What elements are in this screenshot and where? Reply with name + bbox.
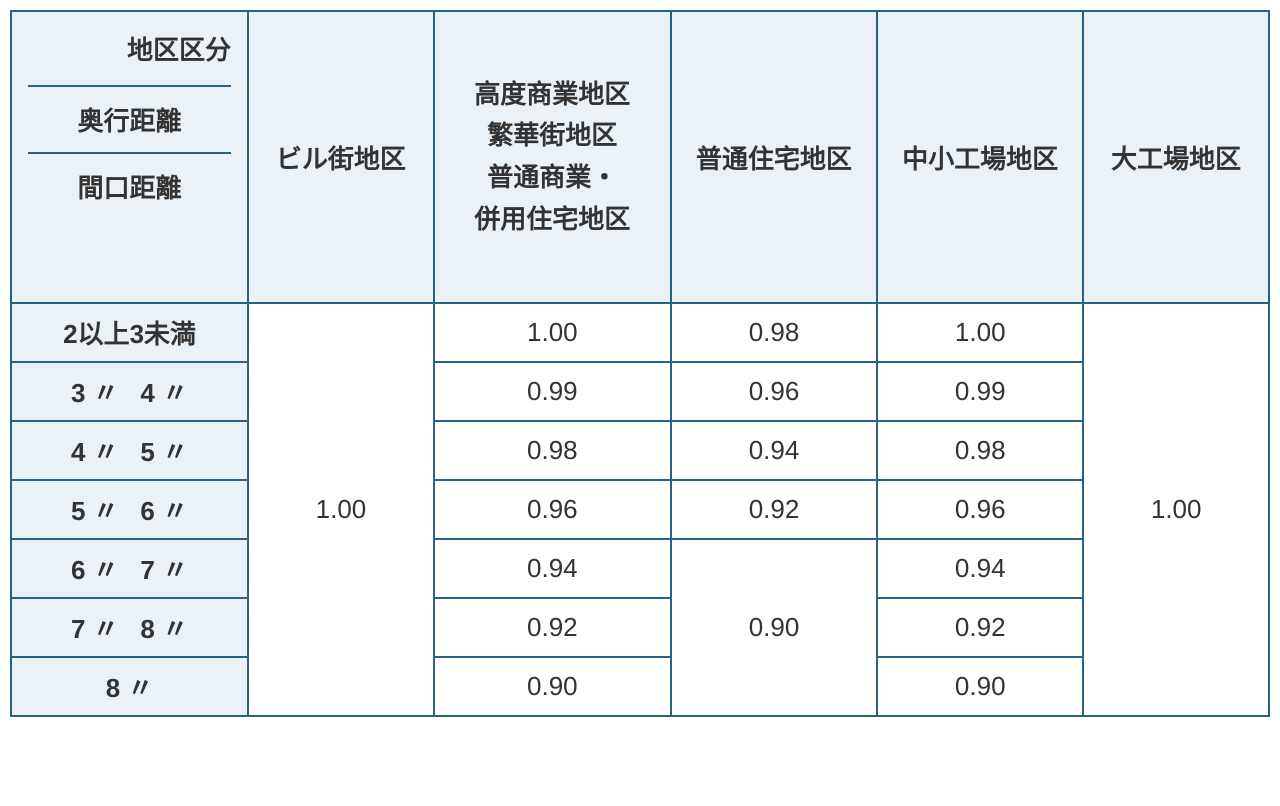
cell: 0.94	[671, 421, 877, 480]
cell: 0.94	[877, 539, 1083, 598]
cell: 0.96	[671, 362, 877, 421]
col-header-3: 普通住宅地区	[671, 11, 877, 303]
cell: 1.00	[877, 303, 1083, 362]
col-header-5: 大工場地区	[1083, 11, 1269, 303]
cell: 0.96	[877, 480, 1083, 539]
row-label: 7 〃 8 〃	[11, 598, 248, 657]
cell: 0.96	[434, 480, 671, 539]
cell-c5-merged: 1.00	[1083, 303, 1269, 716]
cell: 0.92	[434, 598, 671, 657]
row-label: 6 〃 7 〃	[11, 539, 248, 598]
col-header-4: 中小工場地区	[877, 11, 1083, 303]
table-row: 8 〃 0.90 0.90	[11, 657, 1269, 716]
cell-c3-merged: 0.90	[671, 539, 877, 716]
cell: 0.92	[671, 480, 877, 539]
col2-line4: 併用住宅地区	[439, 199, 666, 241]
cell: 0.98	[671, 303, 877, 362]
coefficient-table: 地区区分 奥行距離 間口距離 ビル街地区 高度商業地区 繁華街地区 普通商業・ …	[10, 10, 1270, 717]
table-row: 2以上3未満 1.00 1.00 0.98 1.00 1.00	[11, 303, 1269, 362]
row-label: 8 〃	[11, 657, 248, 716]
row-label: 4 〃 5 〃	[11, 421, 248, 480]
table-row: 6 〃 7 〃 0.94 0.90 0.94	[11, 539, 1269, 598]
table-row: 7 〃 8 〃 0.92 0.92	[11, 598, 1269, 657]
corner-bot-label: 間口距離	[28, 154, 231, 219]
col2-line1: 高度商業地区	[439, 74, 666, 116]
col2-line2: 繁華街地区	[439, 115, 666, 157]
cell: 0.94	[434, 539, 671, 598]
cell: 0.90	[434, 657, 671, 716]
cell-c1-merged: 1.00	[248, 303, 434, 716]
table-row: 4 〃 5 〃 0.98 0.94 0.98	[11, 421, 1269, 480]
header-row: 地区区分 奥行距離 間口距離 ビル街地区 高度商業地区 繁華街地区 普通商業・ …	[11, 11, 1269, 303]
cell: 1.00	[434, 303, 671, 362]
cell: 0.98	[434, 421, 671, 480]
cell: 0.90	[877, 657, 1083, 716]
corner-mid-label: 奥行距離	[28, 85, 231, 154]
corner-top-label: 地区区分	[24, 24, 235, 77]
cell: 0.98	[877, 421, 1083, 480]
table-row: 5 〃 6 〃 0.96 0.92 0.96	[11, 480, 1269, 539]
col-header-1: ビル街地区	[248, 11, 434, 303]
row-label: 5 〃 6 〃	[11, 480, 248, 539]
col-header-2: 高度商業地区 繁華街地区 普通商業・ 併用住宅地区	[434, 11, 671, 303]
cell: 0.99	[877, 362, 1083, 421]
row-label: 3 〃 4 〃	[11, 362, 248, 421]
cell: 0.99	[434, 362, 671, 421]
table-row: 3 〃 4 〃 0.99 0.96 0.99	[11, 362, 1269, 421]
row-label: 2以上3未満	[11, 303, 248, 362]
col2-line3: 普通商業・	[439, 157, 666, 199]
cell: 0.92	[877, 598, 1083, 657]
corner-header: 地区区分 奥行距離 間口距離	[11, 11, 248, 303]
